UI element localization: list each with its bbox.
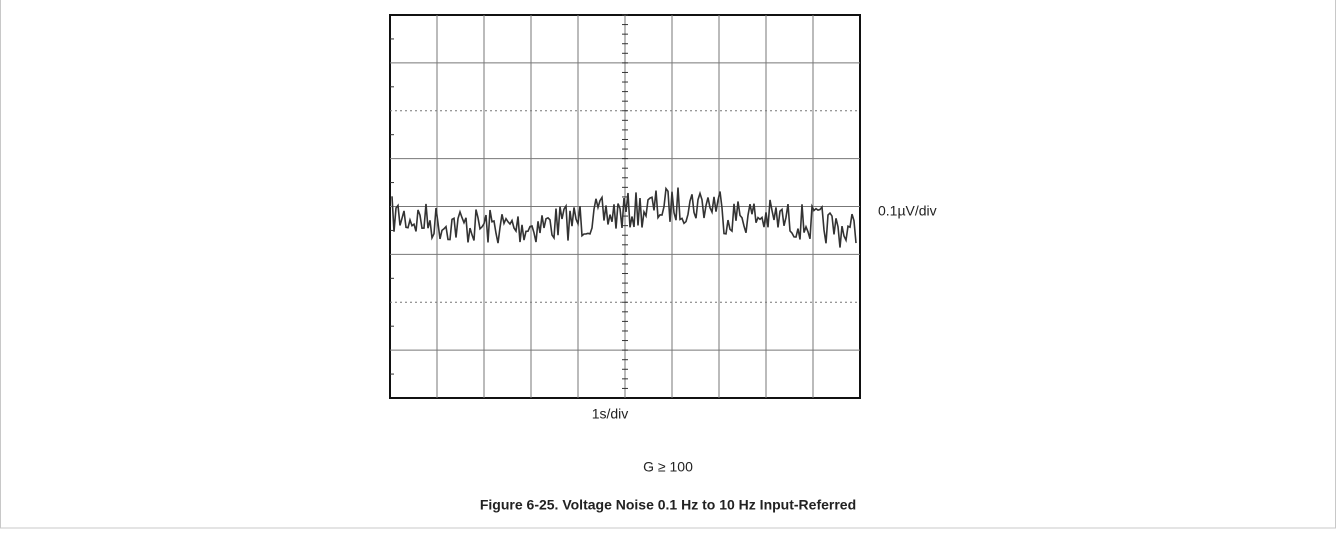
caption: Figure 6-25. Voltage Noise 0.1 Hz to 10 … [480, 497, 856, 513]
y-scale-label: 0.1µV/div [878, 203, 937, 219]
condition: G ≥ 100 [643, 459, 693, 475]
noise-trace [391, 186, 857, 248]
x-scale-label: 1s/div [592, 406, 629, 422]
scope-image [389, 14, 861, 399]
